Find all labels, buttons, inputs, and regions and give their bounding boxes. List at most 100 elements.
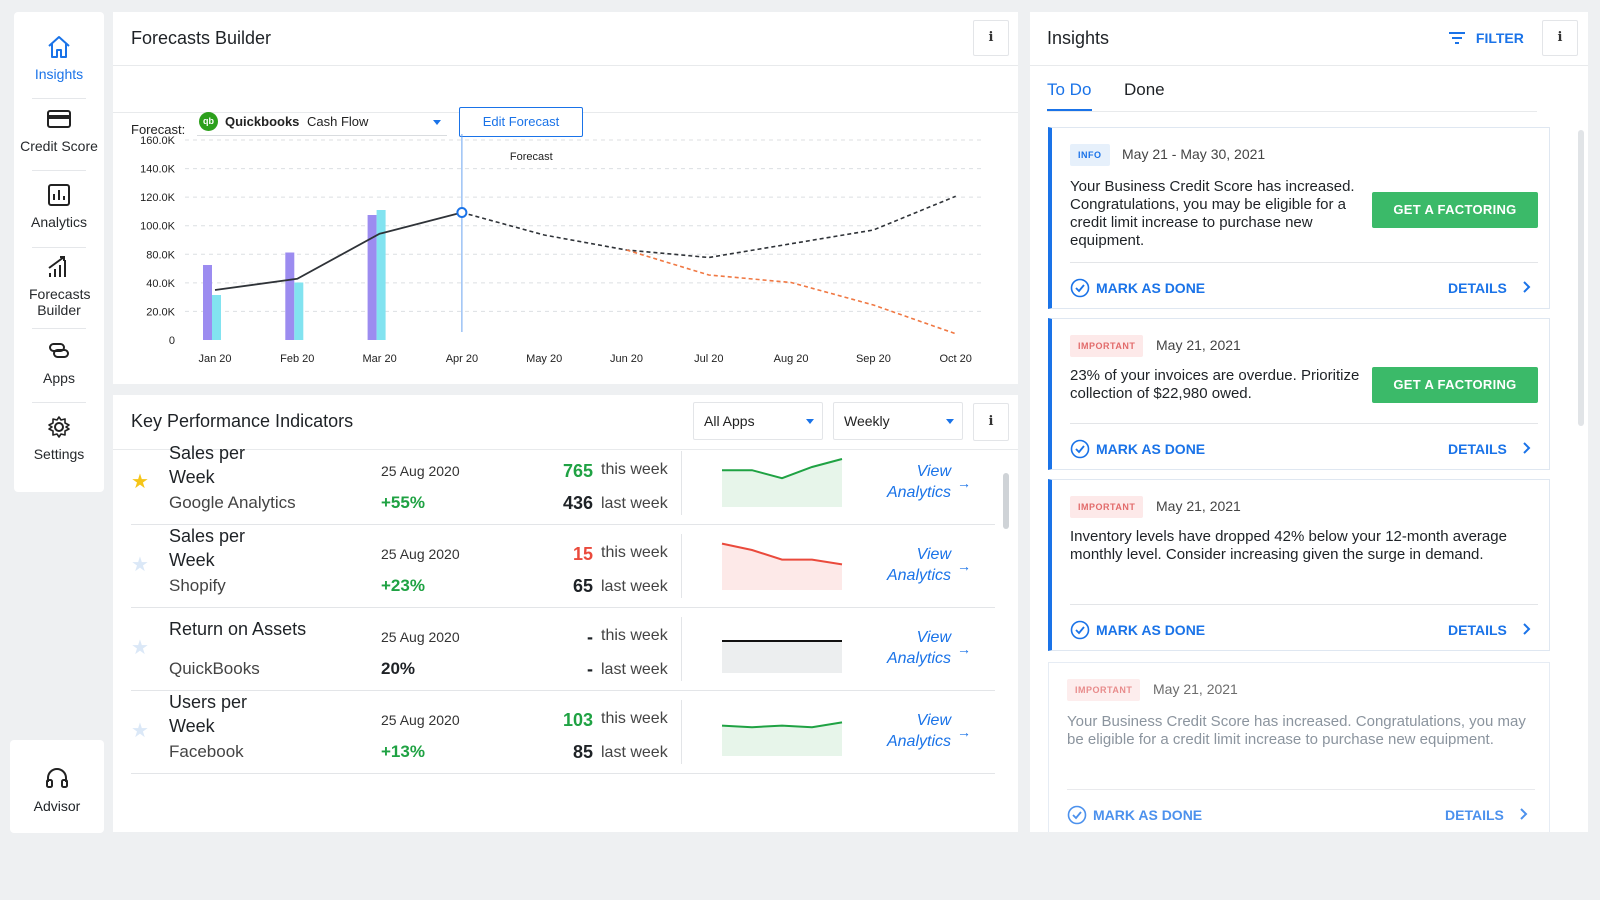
view-analytics-link[interactable]: View bbox=[916, 463, 951, 480]
y-tick-label: 0 bbox=[169, 335, 175, 347]
filter-label: FILTER bbox=[1475, 30, 1524, 46]
divider bbox=[681, 451, 682, 515]
kpi-this-label: this week bbox=[601, 710, 668, 727]
sidebar-item-settings[interactable]: Settings bbox=[14, 414, 104, 462]
view-analytics-link[interactable]: View bbox=[916, 629, 951, 646]
divider bbox=[681, 617, 682, 681]
x-tick-label: Apr 20 bbox=[446, 353, 478, 365]
y-tick-label: 80.0K bbox=[146, 249, 175, 261]
kpi-name: Sales per Week bbox=[169, 526, 246, 570]
arrow-right-icon[interactable]: → bbox=[957, 724, 971, 740]
divider bbox=[32, 402, 86, 403]
mark-as-done-button[interactable]: MARK AS DONE bbox=[1070, 278, 1205, 298]
info-button[interactable]: i bbox=[1542, 20, 1578, 56]
star-icon[interactable]: ★ bbox=[131, 471, 149, 493]
arrow-right-icon[interactable]: → bbox=[957, 475, 971, 491]
divider bbox=[1067, 789, 1535, 790]
kpi-this-value: 15 bbox=[572, 544, 593, 564]
view-analytics-link[interactable]: View bbox=[916, 546, 951, 563]
mark-as-done-button[interactable]: MARK AS DONE bbox=[1070, 439, 1205, 459]
tab-done[interactable]: Done bbox=[1124, 80, 1165, 99]
edit-forecast-button[interactable]: Edit Forecast bbox=[459, 107, 583, 137]
select-value: All Apps bbox=[704, 413, 755, 429]
divider bbox=[32, 98, 86, 99]
details-button[interactable]: DETAILS bbox=[1448, 622, 1531, 638]
active-tab-indicator bbox=[1047, 109, 1092, 112]
sidebar-item-analytics[interactable]: Analytics bbox=[14, 182, 104, 230]
kpi-source: QuickBooks bbox=[169, 659, 260, 678]
arrow-right-icon[interactable]: → bbox=[957, 641, 971, 657]
view-analytics-link[interactable]: Analytics bbox=[886, 484, 951, 501]
scrollbar[interactable] bbox=[1003, 473, 1009, 529]
link-icon bbox=[49, 343, 69, 358]
kpi-name: Sales per Week bbox=[169, 443, 246, 487]
filter-button[interactable]: FILTER bbox=[1448, 30, 1524, 46]
mark-as-done-label: MARK AS DONE bbox=[1096, 441, 1206, 457]
kpi-date: 25 Aug 2020 bbox=[381, 546, 460, 562]
view-analytics-link[interactable]: Analytics bbox=[886, 733, 951, 750]
sidebar-item-forecasts-builder[interactable]: Forecasts Builder bbox=[14, 254, 104, 318]
kpi-change: +23% bbox=[381, 576, 425, 595]
divider bbox=[32, 328, 86, 329]
get-factoring-button[interactable]: GET A FACTORING bbox=[1372, 192, 1538, 228]
divider bbox=[1070, 423, 1538, 424]
advisor-button[interactable]: Advisor bbox=[10, 740, 104, 833]
scrollbar[interactable] bbox=[1578, 130, 1584, 426]
sparkline-line bbox=[722, 458, 843, 480]
divider bbox=[1047, 111, 1537, 112]
info-button[interactable]: i bbox=[973, 20, 1009, 56]
arrow-right-icon[interactable]: → bbox=[957, 558, 971, 574]
sidebar-item-apps[interactable]: Apps bbox=[14, 338, 104, 386]
details-button[interactable]: DETAILS bbox=[1445, 807, 1528, 823]
details-button[interactable]: DETAILS bbox=[1448, 280, 1531, 296]
important-badge: IMPORTANT bbox=[1070, 335, 1144, 357]
kpi-name: Users per Week bbox=[169, 692, 248, 736]
forecast-select[interactable]: qb Quickbooks Cash Flow bbox=[197, 106, 447, 136]
apps-filter-select[interactable]: All Apps bbox=[693, 402, 823, 440]
check-circle-icon bbox=[1070, 620, 1090, 640]
details-button[interactable]: DETAILS bbox=[1448, 441, 1531, 457]
divider bbox=[32, 170, 86, 171]
sidebar-item-label: Forecasts Builder bbox=[29, 286, 91, 318]
chevron-down-icon bbox=[433, 120, 441, 125]
info-button[interactable]: i bbox=[973, 403, 1009, 441]
bar bbox=[376, 210, 386, 340]
chevron-right-icon bbox=[1523, 281, 1531, 293]
divider bbox=[1070, 262, 1538, 263]
divider bbox=[113, 65, 1018, 66]
insight-card: IMPORTANT May 21, 2021 Inventory levels … bbox=[1048, 479, 1550, 651]
x-tick-label: Jan 20 bbox=[198, 353, 231, 365]
series-line bbox=[214, 211, 463, 291]
period-filter-select[interactable]: Weekly bbox=[833, 402, 963, 440]
view-analytics-link[interactable]: Analytics bbox=[886, 650, 951, 667]
mark-as-done-label: MARK AS DONE bbox=[1093, 807, 1203, 823]
headphones-icon bbox=[46, 768, 68, 788]
x-tick-label: Sep 20 bbox=[856, 353, 891, 365]
tab-to-do[interactable]: To Do bbox=[1047, 80, 1092, 99]
mark-as-done-button[interactable]: MARK AS DONE bbox=[1070, 620, 1205, 640]
mark-as-done-button[interactable]: MARK AS DONE bbox=[1067, 805, 1202, 825]
sidebar-item-insights[interactable]: Insights bbox=[14, 34, 104, 82]
bar bbox=[285, 252, 295, 340]
kpi-last-value: 436 bbox=[562, 493, 593, 513]
view-analytics-link[interactable]: Analytics bbox=[886, 567, 951, 584]
kpi-last-label: last week bbox=[601, 661, 668, 678]
bar bbox=[203, 265, 212, 340]
sparkline bbox=[721, 542, 843, 590]
forecast-bars-icon bbox=[48, 256, 66, 277]
mark-as-done-label: MARK AS DONE bbox=[1096, 622, 1206, 638]
view-analytics-link[interactable]: View bbox=[916, 712, 951, 729]
forecast-label: Forecast: bbox=[131, 122, 186, 137]
sidebar-item-label: Analytics bbox=[30, 214, 88, 230]
table-row: ★ Users per Week Facebook 25 Aug 2020 +13% 10… bbox=[131, 690, 995, 774]
sidebar: Insights Credit Score Analytics Forecast… bbox=[14, 12, 104, 492]
sidebar-item-credit-score[interactable]: Credit Score bbox=[14, 106, 104, 154]
x-tick-label: Feb 20 bbox=[280, 353, 314, 365]
sparkline bbox=[722, 640, 842, 673]
x-tick-label: Aug 20 bbox=[774, 353, 809, 365]
get-factoring-button[interactable]: GET A FACTORING bbox=[1372, 367, 1538, 403]
star-icon[interactable]: ★ bbox=[131, 554, 149, 576]
sparkline-area bbox=[722, 641, 842, 673]
star-icon[interactable]: ★ bbox=[131, 720, 149, 742]
star-icon[interactable]: ★ bbox=[131, 637, 149, 659]
